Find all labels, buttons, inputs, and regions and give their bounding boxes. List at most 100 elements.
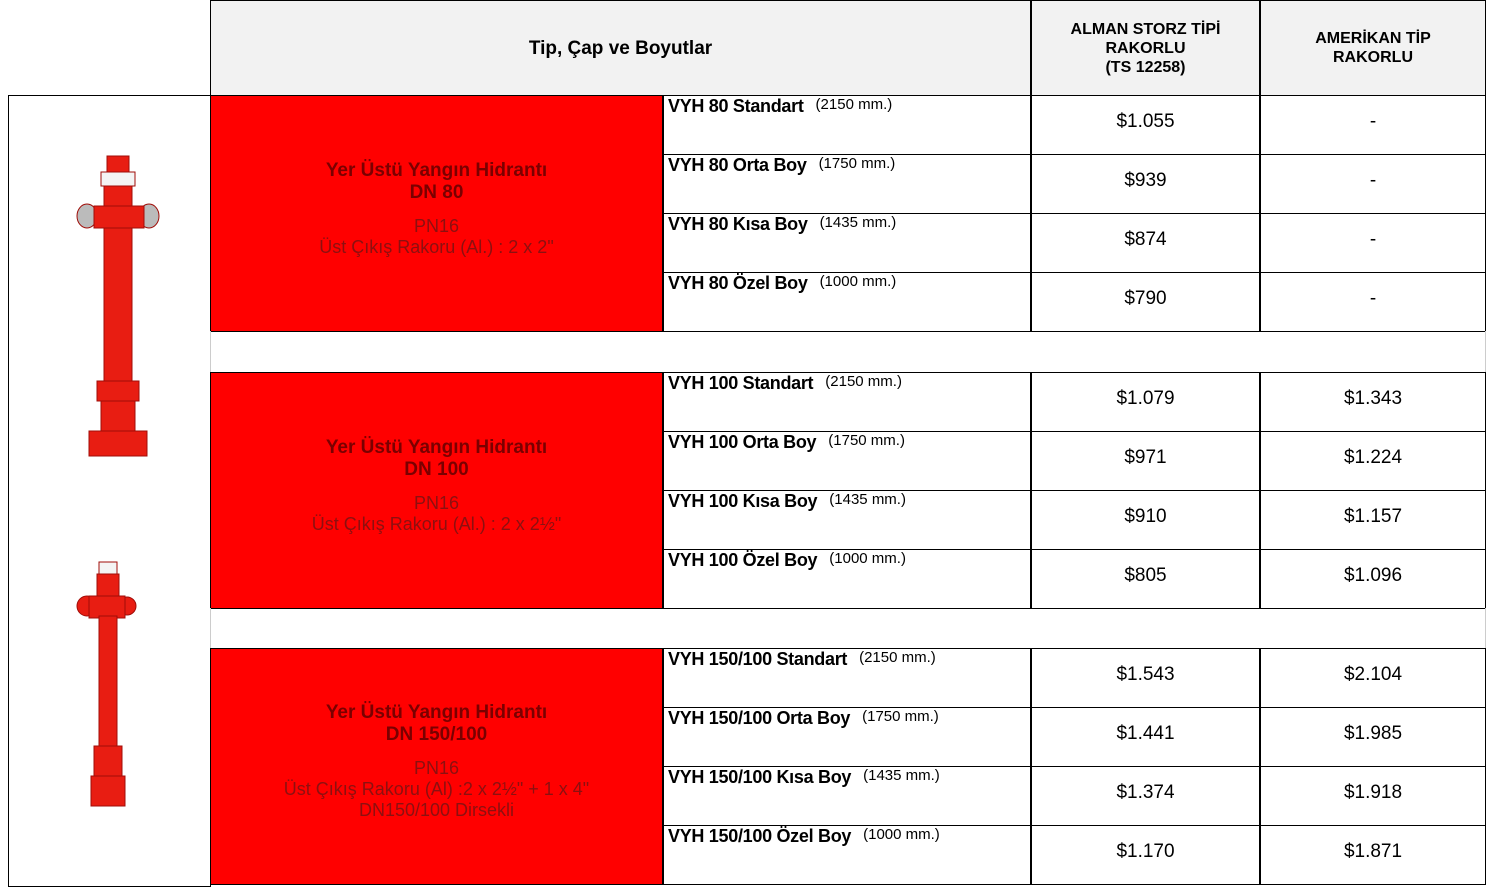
amerikan-price: $1.343 [1344,388,1402,410]
alman-price: $1.055 [1116,111,1174,133]
model-length: (1435 mm.) [820,214,897,231]
model-name: VYH 80 Standart [668,96,804,117]
model-cell: VYH 150/100 Orta Boy(1750 mm.) [663,707,1031,767]
model-name: VYH 100 Orta Boy [668,432,816,453]
amerikan-price: $1.224 [1344,447,1402,469]
hydrant-images [9,96,209,886]
model-name: VYH 100 Kısa Boy [668,491,817,512]
amerikan-price: - [1370,229,1376,251]
alman-price: $1.079 [1116,388,1174,410]
model-name: VYH 80 Kısa Boy [668,214,808,235]
price-cell: $805 [1031,549,1260,609]
model-length: (1435 mm.) [829,491,906,508]
model-length: (1000 mm.) [820,273,897,290]
model-name: VYH 150/100 Standart [668,649,847,670]
model-cell: VYH 150/100 Kısa Boy (1435 mm.) [663,766,1031,826]
alman-price: $805 [1124,565,1166,587]
header-line: AMERİKAN TİP [1315,29,1431,48]
model-cell: VYH 80 Orta Boy(1750 mm.) [663,154,1031,214]
model-cell: VYH 80 Kısa Boy (1435 mm.) [663,213,1031,273]
price-cell: $1.096 [1260,549,1486,609]
price-cell: $1.985 [1260,707,1486,767]
model-cell: VYH 100 Orta Boy (1750 mm.) [663,431,1031,491]
price-cell: $1.918 [1260,766,1486,826]
price-cell: $874 [1031,213,1260,273]
image-column [8,95,211,887]
model-name: VYH 100 Özel Boy [668,550,817,571]
spacer-row [210,608,1486,648]
model-name: VYH 80 Orta Boy [668,155,807,176]
price-cell: $910 [1031,490,1260,550]
price-cell: $1.871 [1260,825,1486,885]
group-line: PN16 [414,216,459,237]
model-name: VYH 80 Özel Boy [668,273,808,294]
amerikan-price: $1.918 [1344,782,1402,804]
group-title: Yer Üstü Yangın Hidrantı [326,702,547,724]
amerikan-price: $2.104 [1344,664,1402,686]
group-title: Yer Üstü Yangın Hidrantı [326,437,547,459]
amerikan-price: - [1370,170,1376,192]
model-cell: VYH 80 Özel Boy (1000 mm.) [663,272,1031,332]
header-title: Tip, Çap ve Boyutlar [529,39,712,58]
header-line: (TS 12258) [1105,58,1185,77]
price-cell: $1.055 [1031,95,1260,155]
alman-price: $874 [1124,229,1166,251]
model-length: (1750 mm.) [862,708,939,725]
group-dn: DN 80 [410,182,464,204]
price-cell: $1.157 [1260,490,1486,550]
amerikan-price: - [1370,111,1376,133]
group-line: Üst Çıkış Rakoru (Al.) : 2 x 2½" [312,514,561,535]
model-length: (1750 mm.) [828,432,905,449]
model-cell: VYH 80 Standart (2150 mm.) [663,95,1031,155]
header-line: RAKORLU [1333,48,1413,67]
amerikan-price: $1.157 [1344,506,1402,528]
group-line: Üst Çıkış Rakoru (Al.) : 2 x 2" [319,237,553,258]
model-length: (1435 mm.) [863,767,940,784]
price-cell: $1.441 [1031,707,1260,767]
group-line: DN150/100 Dirsekli [359,800,514,821]
price-cell: $939 [1031,154,1260,214]
model-length: (2150 mm.) [859,649,936,666]
alman-price: $1.170 [1116,841,1174,863]
header-line: RAKORLU [1106,39,1186,58]
alman-price: $1.441 [1116,723,1174,745]
group-line: PN16 [414,758,459,779]
model-length: (2150 mm.) [816,96,893,113]
model-cell: VYH 100 Standart(2150 mm.) [663,372,1031,432]
amerikan-price: $1.985 [1344,723,1402,745]
group-dn: DN 100 [404,459,468,481]
model-cell: VYH 100 Kısa Boy (1435 mm.) [663,490,1031,550]
header-line: ALMAN STORZ TİPİ [1071,20,1221,39]
price-cell: $1.079 [1031,372,1260,432]
alman-price: $790 [1124,288,1166,310]
alman-price: $939 [1124,170,1166,192]
model-length: (1000 mm.) [829,550,906,567]
alman-price: $1.374 [1116,782,1174,804]
price-cell: $790 [1031,272,1260,332]
alman-price: $910 [1124,506,1166,528]
group-title: Yer Üstü Yangın Hidrantı [326,160,547,182]
group-line: PN16 [414,493,459,514]
price-cell: - [1260,154,1486,214]
model-length: (1000 mm.) [863,826,940,843]
price-cell: $1.224 [1260,431,1486,491]
model-length: (2150 mm.) [825,373,902,390]
page: Tip, Çap ve BoyutlarALMAN STORZ TİPİRAKO… [0,0,1494,888]
price-cell: $1.343 [1260,372,1486,432]
model-cell: VYH 150/100 Standart (2150 mm.) [663,648,1031,708]
model-cell: VYH 150/100 Özel Boy (1000 mm.) [663,825,1031,885]
price-cell: - [1260,272,1486,332]
header-cell: Tip, Çap ve Boyutlar [210,0,1031,96]
amerikan-price: $1.871 [1344,841,1402,863]
spacer-row [210,331,1486,372]
model-name: VYH 150/100 Kısa Boy [668,767,851,788]
alman-price: $971 [1124,447,1166,469]
model-cell: VYH 100 Özel Boy (1000 mm.) [663,549,1031,609]
price-cell: $1.170 [1031,825,1260,885]
model-name: VYH 150/100 Özel Boy [668,826,851,847]
group-dn: DN 150/100 [386,724,487,746]
